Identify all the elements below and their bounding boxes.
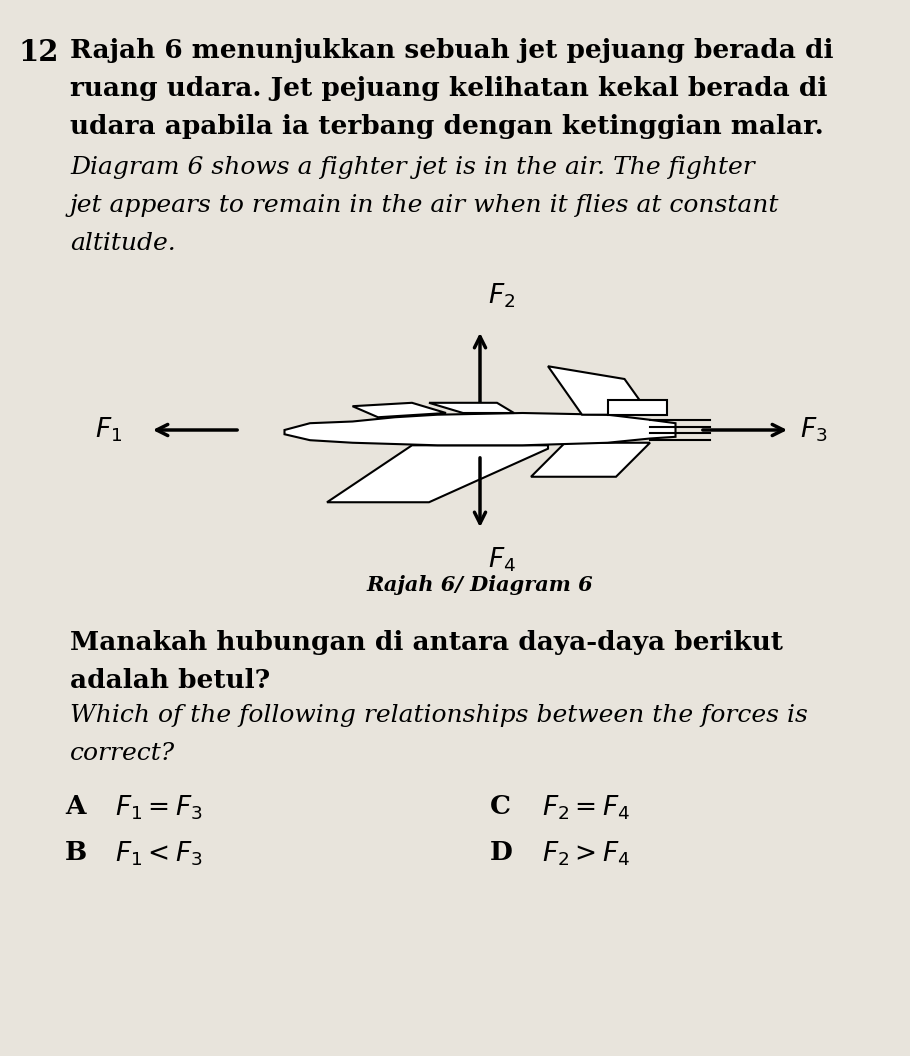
- Text: Rajah 6 menunjukkan sebuah jet pejuang berada di: Rajah 6 menunjukkan sebuah jet pejuang b…: [70, 38, 834, 63]
- Polygon shape: [531, 442, 650, 476]
- Text: 12: 12: [18, 38, 58, 67]
- Polygon shape: [285, 413, 675, 446]
- Polygon shape: [608, 400, 667, 415]
- Text: Diagram 6 shows a fighter jet is in the air. The fighter: Diagram 6 shows a fighter jet is in the …: [70, 156, 754, 180]
- Text: $F_4$: $F_4$: [488, 545, 516, 573]
- Text: C: C: [490, 794, 511, 819]
- Text: jet appears to remain in the air when it flies at constant: jet appears to remain in the air when it…: [70, 194, 779, 216]
- Text: $F_1=F_3$: $F_1=F_3$: [115, 794, 202, 823]
- Text: Manakah hubungan di antara daya-daya berikut: Manakah hubungan di antara daya-daya ber…: [70, 630, 783, 655]
- Text: udara apabila ia terbang dengan ketinggian malar.: udara apabila ia terbang dengan ketinggi…: [70, 114, 824, 139]
- Text: ruang udara. Jet pejuang kelihatan kekal berada di: ruang udara. Jet pejuang kelihatan kekal…: [70, 76, 827, 101]
- Text: Which of the following relationships between the forces is: Which of the following relationships bet…: [70, 704, 808, 727]
- Text: B: B: [65, 840, 87, 865]
- Text: D: D: [490, 840, 513, 865]
- Text: A: A: [65, 794, 86, 819]
- Polygon shape: [548, 366, 650, 415]
- Polygon shape: [429, 402, 514, 413]
- Polygon shape: [352, 402, 446, 417]
- Text: $F_1<F_3$: $F_1<F_3$: [115, 840, 202, 868]
- Text: Rajah 6/ Diagram 6: Rajah 6/ Diagram 6: [367, 576, 593, 595]
- Text: adalah betul?: adalah betul?: [70, 668, 270, 693]
- Text: altitude.: altitude.: [70, 232, 176, 254]
- Text: $F_2$: $F_2$: [488, 282, 515, 310]
- Text: correct?: correct?: [70, 742, 175, 765]
- Text: $F_2>F_4$: $F_2>F_4$: [542, 840, 630, 868]
- Text: $F_1$: $F_1$: [95, 416, 122, 445]
- Text: $F_2=F_4$: $F_2=F_4$: [542, 794, 630, 823]
- Polygon shape: [327, 446, 548, 503]
- Text: $F_3$: $F_3$: [800, 416, 827, 445]
